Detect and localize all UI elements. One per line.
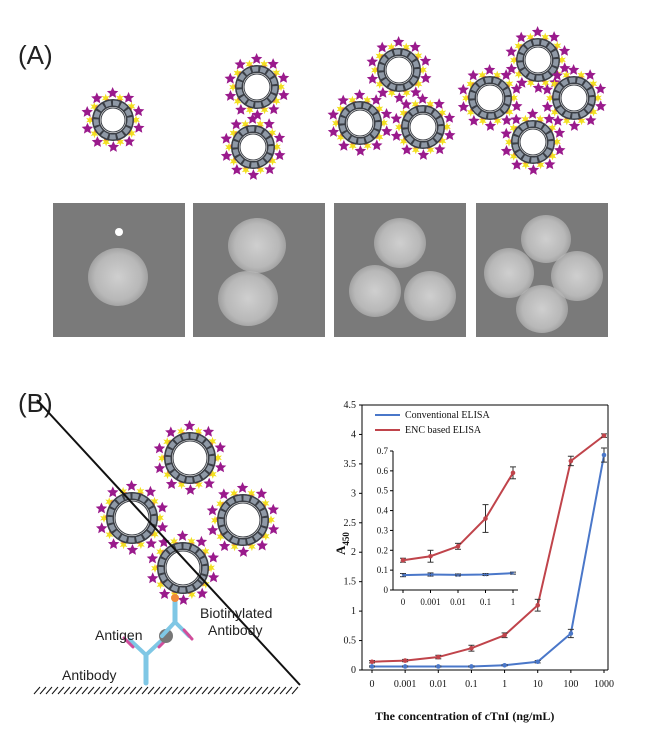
x-tick-label: 10 <box>533 679 543 690</box>
data-point <box>568 631 574 636</box>
data-point <box>469 664 474 669</box>
nanocage-b-right <box>206 482 280 557</box>
y-tick-label: 2.5 <box>344 518 357 529</box>
nanocage-trimer-right <box>390 93 456 160</box>
nanocage-tetramer-left <box>457 64 523 131</box>
data-point <box>435 654 441 660</box>
data-point <box>369 659 375 665</box>
data-point <box>469 645 474 651</box>
biotinylated-label-line2: Antibody <box>208 622 262 638</box>
nanocage-trimer-left <box>327 89 393 156</box>
legend-label-conventional: Conventional ELISA <box>405 410 490 421</box>
inset-data-point: × <box>428 571 433 580</box>
x-tick-label: 0.1 <box>465 679 478 690</box>
y-axis-title: A450 <box>333 532 351 555</box>
inset-y-tick-label: 0.1 <box>377 565 388 575</box>
panel-label-b: (B) <box>18 388 53 418</box>
y-tick-label: 4.5 <box>344 400 357 411</box>
y-tick-label: 4 <box>351 429 356 440</box>
inset-x-tick-label: 0.01 <box>450 597 466 607</box>
data-point <box>502 662 507 668</box>
x-tick-label: 0 <box>370 679 375 690</box>
x-tick-label: 100 <box>563 679 578 690</box>
y-tick-label: 1.5 <box>344 577 357 588</box>
y-tick-label: 1 <box>351 606 356 617</box>
svg-text:A450: A450 <box>333 532 351 555</box>
chart-legend: Conventional ELISA ENC based ELISA <box>375 410 490 436</box>
inset-data-point: × <box>401 571 406 580</box>
nanocage-b-top <box>153 420 227 495</box>
inset-x-tick-label: 0.1 <box>480 597 491 607</box>
inset-y-tick-label: 0.3 <box>377 525 389 535</box>
data-point <box>369 664 375 669</box>
x-tick-label: 1 <box>502 679 507 690</box>
series-line-0 <box>372 454 605 668</box>
plate-surface <box>36 399 301 686</box>
inset-data-point: × <box>456 571 461 580</box>
y-tick-label: 0 <box>351 665 356 676</box>
data-point <box>402 658 408 663</box>
nanocage-b-bottom <box>146 530 220 605</box>
inset-x-tick-label: 0 <box>401 597 406 607</box>
panel-label-a: (A) <box>18 40 53 70</box>
x-axis-title: The concentration of cTnI (ng/mL) <box>375 709 554 723</box>
biotinylated-label-line1: Biotinylated <box>200 605 272 621</box>
nanocage-dimer-bottom <box>220 113 286 180</box>
inset-y-tick-label: 0.6 <box>377 466 389 476</box>
y-tick-label: 2 <box>351 547 356 558</box>
inset-data-point <box>455 544 461 549</box>
inset-y-tick-label: 0.7 <box>377 446 389 456</box>
plate-hatching <box>33 686 299 695</box>
capture-antibody <box>122 636 170 686</box>
x-tick-label: 0.001 <box>394 679 417 690</box>
data-point <box>502 632 507 638</box>
y-tick-label: 3 <box>351 488 356 499</box>
data-point <box>535 602 541 608</box>
tem-image-tetramer <box>476 203 608 337</box>
y-tick-label: 3.5 <box>344 459 357 470</box>
y-axis-title-sub: 450 <box>341 532 351 546</box>
data-point <box>568 458 574 464</box>
data-point <box>535 659 541 665</box>
inset-x-tick-label: 0.001 <box>420 597 440 607</box>
inset-y-tick-label: 0.5 <box>377 486 389 496</box>
inset-data-point <box>483 516 488 521</box>
data-point <box>601 433 607 438</box>
nanocage-tetramer-right <box>541 64 607 131</box>
data-point <box>402 664 408 669</box>
antibody-label: Antibody <box>62 667 116 683</box>
antigen-label: Antigen <box>95 627 142 643</box>
y-tick-label: 0.5 <box>344 636 357 647</box>
inset-data-point <box>510 470 516 476</box>
inset-y-tick-label: 0.2 <box>377 545 388 555</box>
inset-x-tick-label: 1 <box>511 597 516 607</box>
elisa-sandwich-diagram: Antigen Biotinylated Antibody Antibody <box>33 399 301 695</box>
tem-image-dimer <box>193 203 325 337</box>
nanocage-b-left <box>95 480 169 555</box>
x-tick-label: 0.01 <box>430 679 448 690</box>
inset-y-tick-label: 0.4 <box>377 506 389 516</box>
inset-data-point: × <box>511 569 516 578</box>
tem-image-monomer <box>53 203 185 337</box>
inset-data-point: × <box>483 571 488 580</box>
nanocage-monomer <box>81 87 145 152</box>
inset-data-point <box>400 557 406 563</box>
nanocage-tetramer-top <box>505 26 571 93</box>
nanocage-dimer-top <box>224 53 290 120</box>
antigen-sphere <box>159 629 173 643</box>
x-tick-label: 1000 <box>594 679 614 690</box>
biotinylated-antibody <box>160 594 194 641</box>
nanocage-cluster-illustrations <box>81 26 607 180</box>
data-point <box>435 664 441 669</box>
nanocage-tetramer-bottom <box>500 108 566 175</box>
data-point <box>601 452 607 458</box>
series-line-1 <box>371 434 605 663</box>
inset-y-tick-label: 0 <box>384 585 389 595</box>
inset-data-point <box>428 553 433 559</box>
y-axis-title-main: A <box>333 545 348 555</box>
nanocage-trimer-top <box>366 36 432 103</box>
tem-image-trimer <box>334 203 466 337</box>
legend-label-enc: ENC based ELISA <box>405 425 482 436</box>
